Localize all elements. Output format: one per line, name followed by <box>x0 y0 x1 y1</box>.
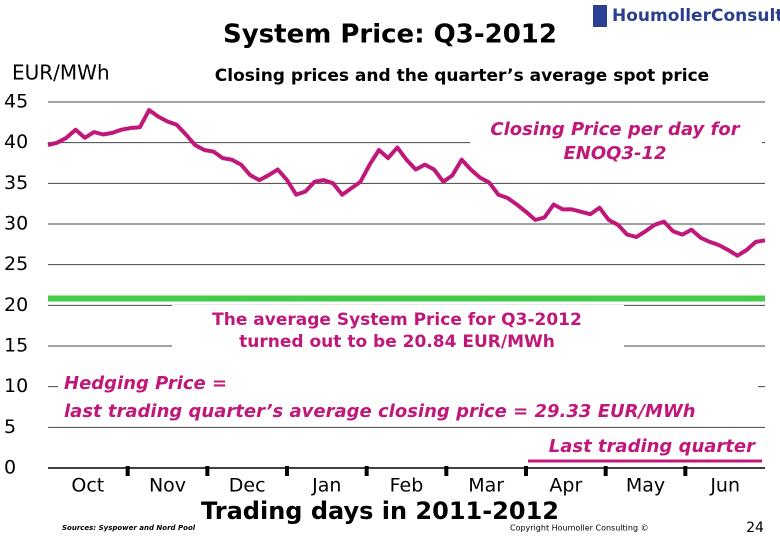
y-tick-label: 15 <box>4 335 28 357</box>
month-separator <box>364 466 369 476</box>
x-axis-label: Trading days in 2011-2012 <box>201 497 559 525</box>
y-tick-label: 40 <box>4 131 28 153</box>
page-number: 24 <box>746 520 764 536</box>
y-tick-label: 20 <box>4 294 28 316</box>
logo-mark <box>593 5 607 27</box>
series-label-line: ENOQ3-12 <box>563 143 666 164</box>
hedging-annotation: Hedging Price = <box>64 373 227 394</box>
annotation-bg <box>470 112 762 170</box>
month-separator <box>285 466 289 476</box>
hedging-annotation: last trading quarter’s average closing p… <box>64 401 696 422</box>
price-line <box>47 108 766 258</box>
average-annotation: turned out to be 20.84 EUR/MWh <box>239 332 555 352</box>
month-separator <box>683 466 688 476</box>
y-tick-label: 0 <box>4 457 16 479</box>
series-label: Closing Price per day for ENOQ3-12 <box>490 119 740 164</box>
x-tick-label: Nov <box>149 475 186 497</box>
month-separator <box>444 466 449 476</box>
x-tick-label: Oct <box>71 475 104 497</box>
y-axis-label: EUR/MWh <box>12 61 110 85</box>
chart-title: System Price: Q3-2012 <box>223 20 557 50</box>
x-tick-label: Dec <box>229 475 266 497</box>
average-annotation: The average System Price for Q3-2012 <box>212 310 582 330</box>
last-quarter-label: Last trading quarter <box>549 436 756 457</box>
series-label-line: Closing Price per day for <box>490 119 740 140</box>
x-tick-label: Jan <box>311 475 341 497</box>
source: Sources: Syspower and Nord Pool <box>62 524 196 532</box>
month-separator <box>125 466 130 476</box>
average-line <box>48 295 765 302</box>
x-tick-label: May <box>626 475 665 497</box>
y-tick-label: 35 <box>4 172 28 194</box>
x-tick-label: Jun <box>709 475 740 497</box>
chart-subtitle: Closing prices and the quarter’s average… <box>215 66 709 86</box>
copyright: Copyright Houmoller Consulting © <box>510 524 649 533</box>
month-separator <box>524 466 528 476</box>
x-tick-label: Feb <box>390 475 424 497</box>
annotation-bg <box>58 370 758 426</box>
x-tick-label: Mar <box>468 475 504 497</box>
x-tick-label: Apr <box>549 475 582 497</box>
y-tick-label: 45 <box>4 91 28 113</box>
annotation-bg <box>525 432 761 460</box>
y-tick-label: 25 <box>4 253 28 275</box>
month-separator <box>603 466 608 476</box>
y-tick-label: 5 <box>4 416 16 438</box>
y-tick-label: 10 <box>4 375 28 397</box>
month-separator <box>205 466 210 476</box>
y-tick-label: 30 <box>4 213 28 235</box>
annotation-bg <box>172 305 624 355</box>
